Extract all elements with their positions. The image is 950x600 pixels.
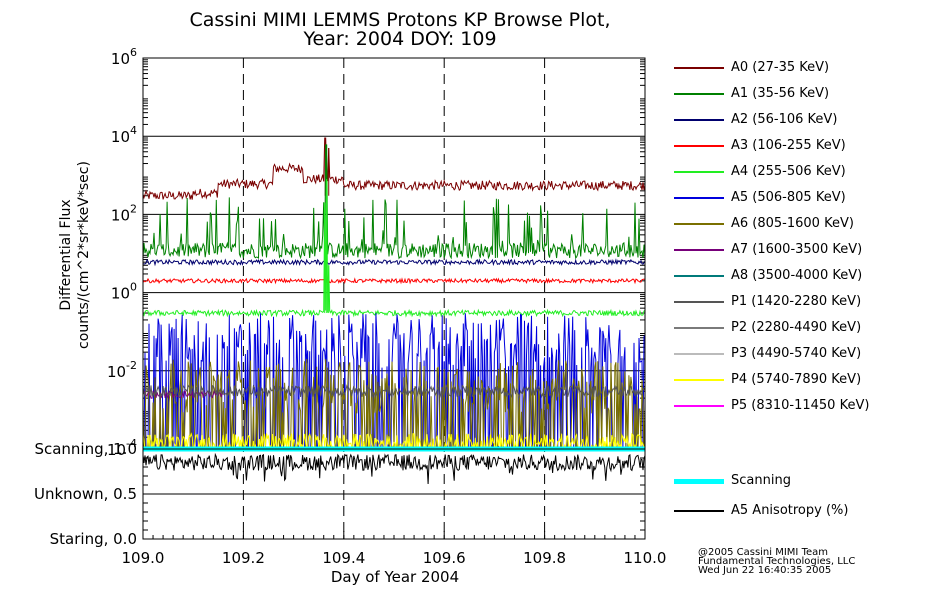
legend-swatch bbox=[674, 67, 724, 69]
legend-label: A6 (805-1600 KeV) bbox=[731, 216, 854, 231]
x-axis-label: Day of Year 2004 bbox=[330, 568, 460, 586]
series-line-a3 bbox=[142, 277, 646, 285]
y-tick-label: 100 bbox=[111, 281, 137, 303]
legend-swatch bbox=[674, 145, 724, 147]
chart-title-line2: Year: 2004 DOY: 109 bbox=[303, 28, 497, 50]
legend-label: A2 (56-106 KeV) bbox=[731, 112, 838, 127]
legend-swatch bbox=[674, 249, 724, 251]
state-tick-label: Unknown, 0.5 bbox=[34, 485, 137, 503]
chart-title-line1: Cassini MIMI LEMMS Protons KP Browse Plo… bbox=[189, 9, 611, 31]
legend-swatch bbox=[674, 93, 724, 95]
legend-label: P2 (2280-4490 KeV) bbox=[731, 320, 862, 335]
legend-swatch bbox=[674, 510, 724, 512]
legend-label: A4 (255-506 KeV) bbox=[731, 164, 846, 179]
credit-line1: @2005 Cassini MIMI Team bbox=[698, 547, 828, 558]
x-tick-label: 110.0 bbox=[624, 549, 667, 567]
legend-label: A7 (1600-3500 KeV) bbox=[731, 242, 863, 257]
series-line-p1 bbox=[142, 384, 646, 399]
legend-label: A5 (506-805 KeV) bbox=[731, 190, 846, 205]
y-tick-label: 10-4 bbox=[107, 437, 137, 459]
legend-label: P4 (5740-7890 KeV) bbox=[731, 372, 862, 387]
legend-label: P1 (1420-2280 KeV) bbox=[731, 294, 862, 309]
legend-label: A0 (27-35 KeV) bbox=[731, 60, 830, 75]
legend-label: Scanning bbox=[731, 473, 791, 488]
legend-swatch bbox=[674, 379, 724, 381]
y-axis-label-line2: counts/(cm^2*sr*keV*sec) bbox=[76, 161, 92, 349]
legend-swatch bbox=[674, 119, 724, 121]
legend-label: A5 Anisotropy (%) bbox=[731, 503, 849, 518]
y-tick-label: 102 bbox=[111, 202, 137, 224]
x-tick-label: 109.2 bbox=[222, 549, 265, 567]
series-line-a2 bbox=[142, 258, 646, 267]
y-tick-label: 10-2 bbox=[107, 359, 137, 381]
x-tick-label: 109.6 bbox=[423, 549, 466, 567]
legend-swatch bbox=[674, 171, 724, 173]
legend-swatch bbox=[674, 479, 724, 484]
series-line-a0 bbox=[142, 137, 646, 200]
legend-label: P3 (4490-5740 KeV) bbox=[731, 346, 862, 361]
x-tick-label: 109.8 bbox=[523, 549, 566, 567]
series-line-a7 bbox=[142, 389, 224, 400]
legend-swatch bbox=[674, 197, 724, 199]
legend-swatch bbox=[674, 223, 724, 225]
legend-swatch bbox=[674, 353, 724, 355]
credit-line3: Wed Jun 22 16:40:35 2005 bbox=[698, 565, 832, 576]
y-tick-label: 104 bbox=[111, 124, 137, 146]
series-line-a1 bbox=[142, 144, 646, 260]
series-line-p4 bbox=[142, 432, 646, 451]
legend-swatch bbox=[674, 275, 724, 277]
series-line-anisotropy bbox=[142, 452, 646, 485]
series-line-a4 bbox=[142, 179, 646, 318]
legend-swatch bbox=[674, 405, 724, 407]
legend-swatch bbox=[674, 301, 724, 303]
credit-line2: Fundamental Technologies, LLC bbox=[698, 556, 856, 567]
x-tick-label: 109.4 bbox=[322, 549, 365, 567]
legend-label: A8 (3500-4000 KeV) bbox=[731, 268, 863, 283]
y-tick-label: 106 bbox=[111, 46, 137, 68]
y-axis-label-line1: Differential Flux bbox=[58, 199, 74, 311]
state-tick-label: Staring, 0.0 bbox=[50, 530, 137, 548]
x-tick-label: 109.0 bbox=[122, 549, 165, 567]
legend-label: A1 (35-56 KeV) bbox=[731, 86, 830, 101]
legend-swatch bbox=[674, 327, 724, 329]
legend-label: A3 (106-255 KeV) bbox=[731, 138, 846, 153]
state-tick-label: Scanning, 1.0 bbox=[34, 440, 137, 458]
legend-label: P5 (8310-11450 KeV) bbox=[731, 398, 870, 413]
